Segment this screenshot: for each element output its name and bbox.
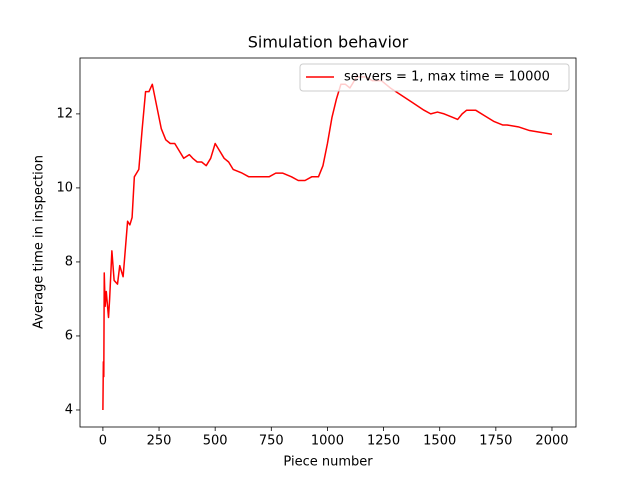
y-tick-label: 12: [56, 106, 73, 121]
y-tick-label: 10: [56, 180, 73, 195]
x-tick-label: 750: [259, 434, 284, 449]
x-tick-label: 250: [147, 434, 172, 449]
chart-title: Simulation behavior: [248, 33, 409, 52]
legend-box: [299, 63, 570, 92]
y-tick-label: 4: [65, 402, 73, 417]
x-tick-label: 1500: [423, 434, 456, 449]
y-axis-label: Average time in inspection: [32, 155, 47, 329]
x-tick-label: 1000: [311, 434, 344, 449]
x-tick-label: 2000: [535, 434, 568, 449]
data-line: [102, 76, 553, 410]
y-tick-label: 8: [65, 254, 73, 269]
y-tick-label: 6: [65, 328, 73, 343]
plot-frame: [79, 57, 577, 428]
legend-label: servers = 1, max time = 10000: [344, 70, 550, 85]
x-tick-label: 500: [203, 434, 228, 449]
x-tick-label: 0: [99, 434, 107, 449]
x-axis-label: Piece number: [283, 455, 373, 470]
x-tick-label: 1750: [479, 434, 512, 449]
x-tick-label: 1250: [367, 434, 400, 449]
